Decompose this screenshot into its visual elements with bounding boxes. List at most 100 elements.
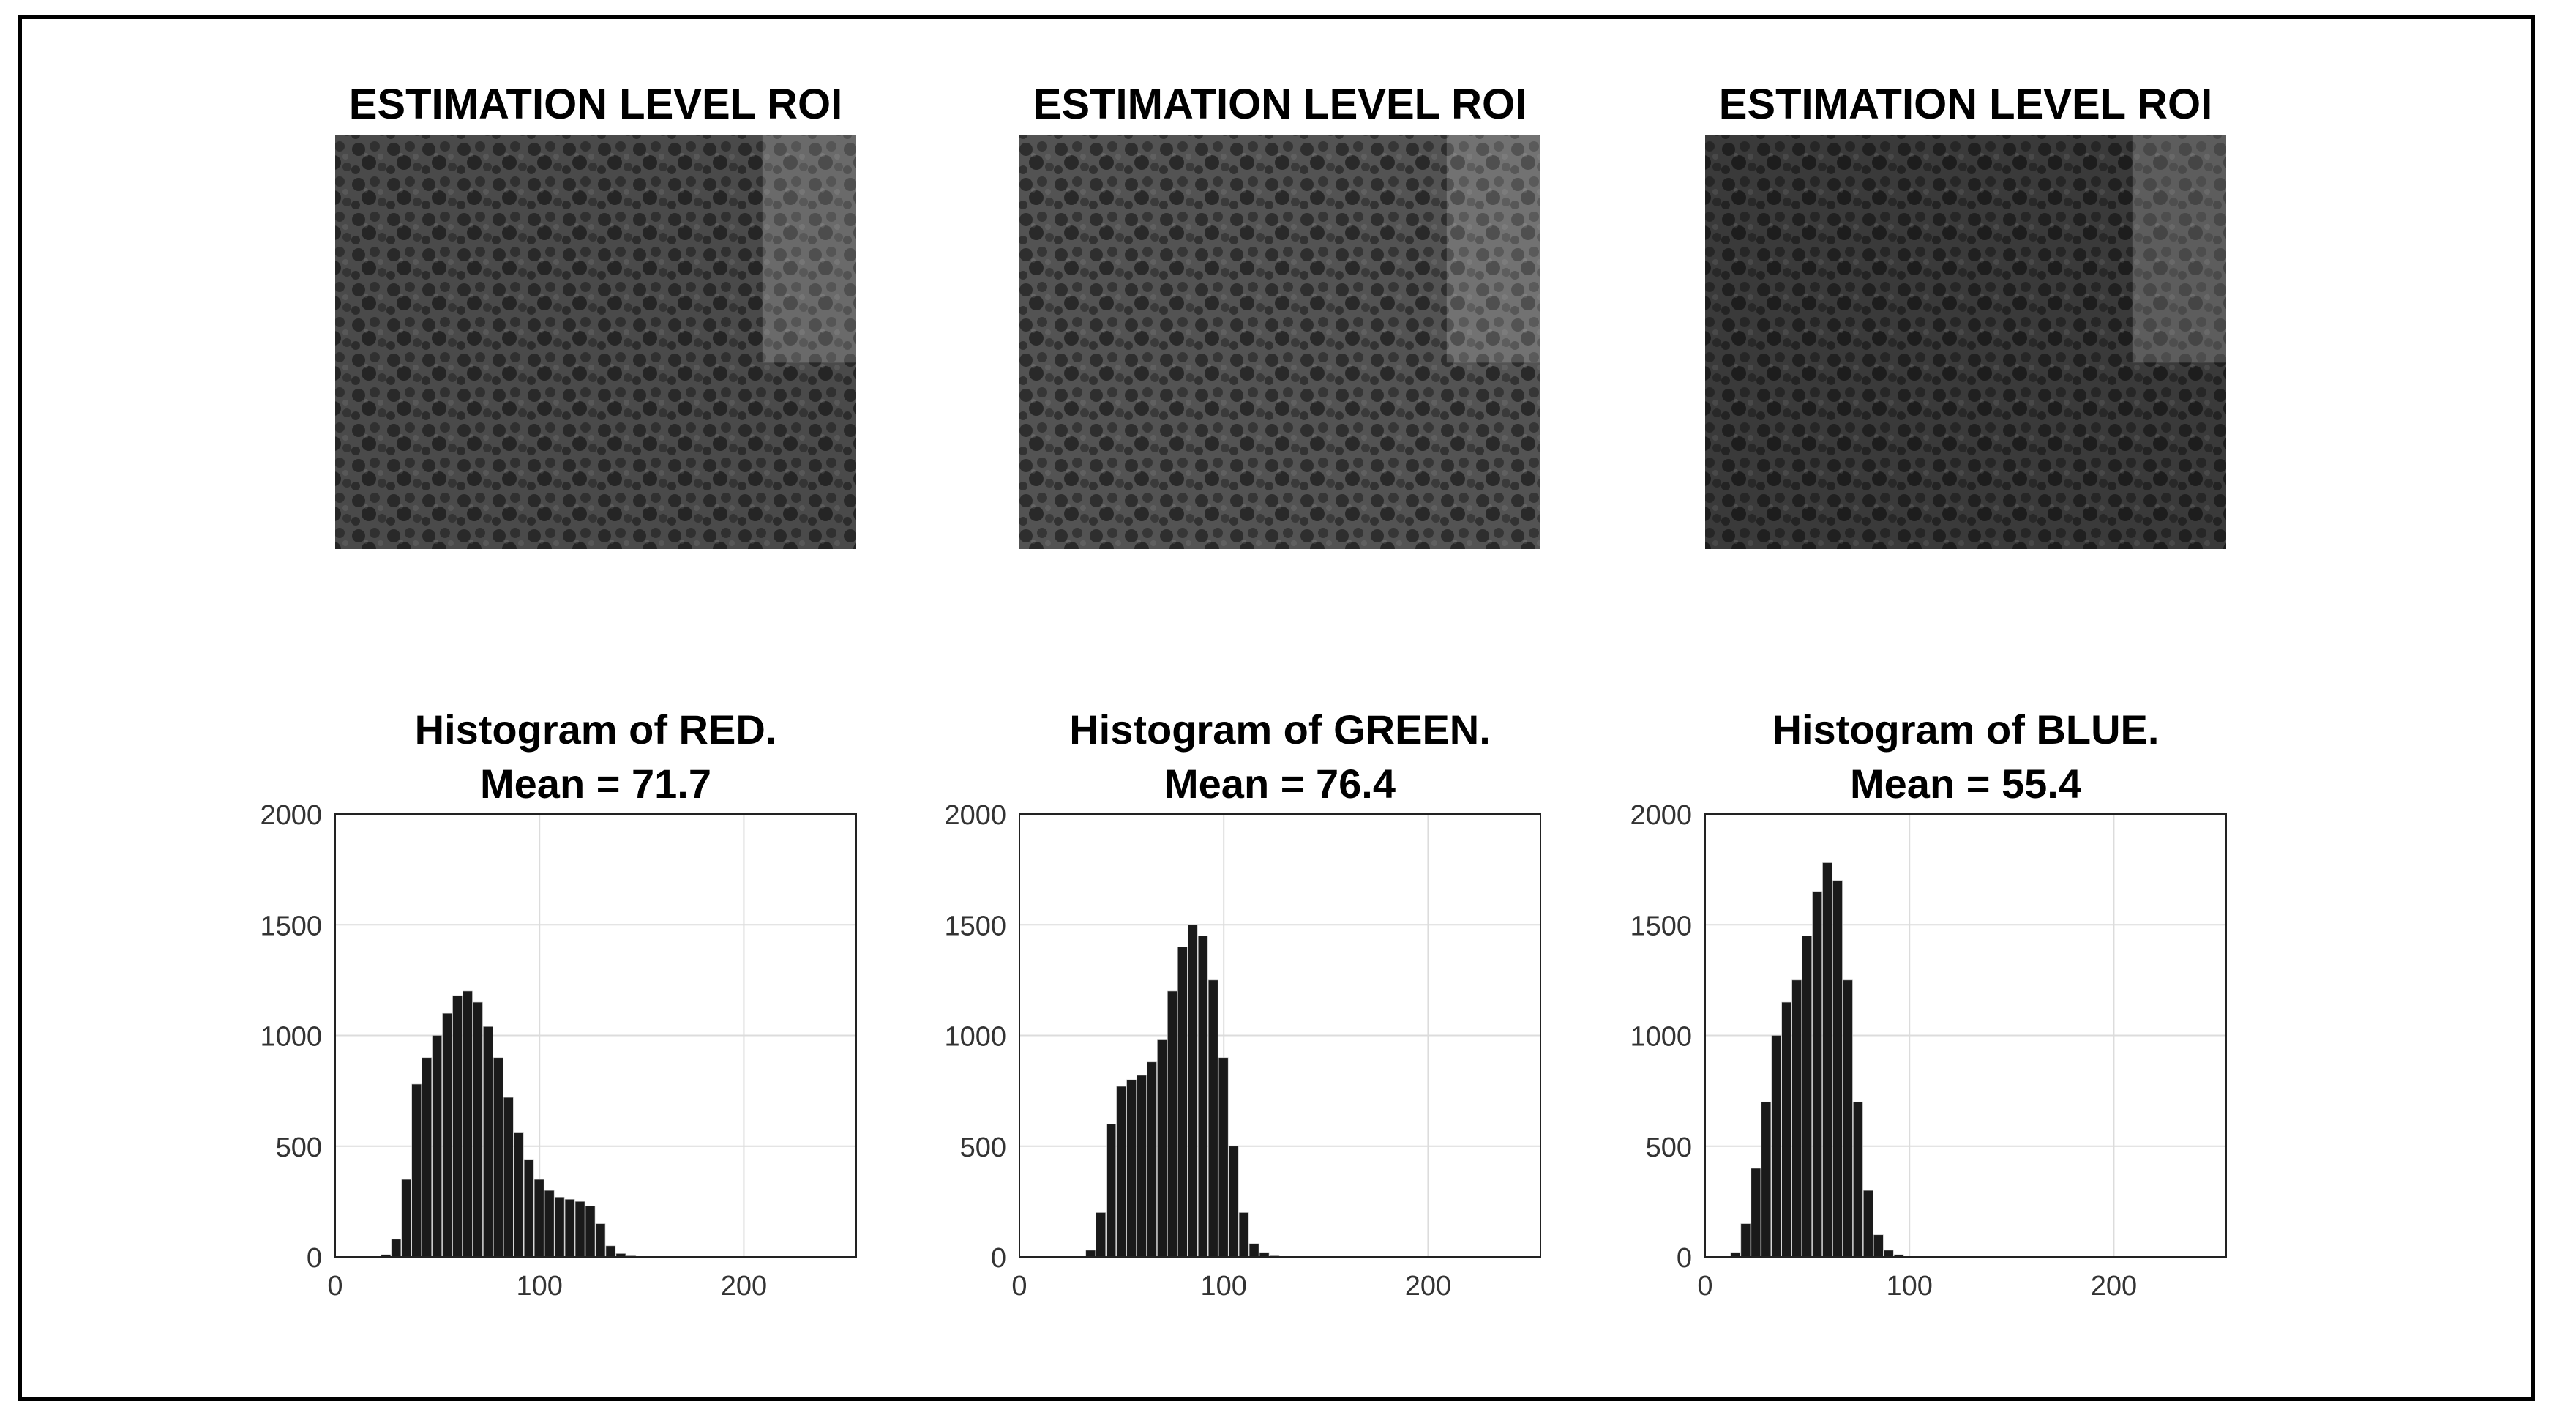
histogram-bar — [1822, 862, 1832, 1258]
y-tick-label: 500 — [276, 1132, 322, 1163]
histogram-title: Histogram of GREEN. — [1069, 706, 1491, 753]
histogram-bar — [391, 1239, 402, 1258]
x-tick-label: 200 — [721, 1271, 767, 1302]
y-tick-label: 1000 — [944, 1022, 1006, 1053]
x-tick-label: 100 — [517, 1271, 563, 1302]
histogram-bar — [523, 1159, 534, 1258]
histogram-bar — [1740, 1223, 1751, 1258]
y-tick-label: 0 — [1677, 1243, 1692, 1274]
histogram-bar — [1863, 1190, 1873, 1258]
histogram-bar — [432, 1035, 442, 1258]
roi-clearing — [2132, 135, 2226, 363]
histogram-bar — [1208, 979, 1218, 1258]
x-tick-label: 200 — [2091, 1271, 2137, 1302]
histogram-mean: Mean = 76.4 — [1164, 761, 1396, 807]
histogram-bar — [483, 1026, 493, 1258]
histogram-bar — [1167, 990, 1177, 1258]
histogram-bar — [1126, 1079, 1137, 1258]
histogram-bar — [503, 1097, 514, 1258]
x-tick-label: 0 — [327, 1271, 342, 1302]
histogram-bar — [554, 1197, 565, 1258]
histogram-bar — [1843, 979, 1853, 1258]
histogram-bar — [401, 1179, 412, 1258]
plot-border — [1019, 813, 1541, 1258]
roi-clearing — [1446, 135, 1540, 363]
histogram-bar — [1177, 947, 1188, 1258]
histogram-bar — [1188, 924, 1198, 1258]
histogram-panel: Histogram of RED.Mean = 71.7050010001500… — [260, 706, 857, 1302]
histogram-bar — [1751, 1168, 1761, 1258]
histogram-bar — [1802, 936, 1812, 1258]
histogram-bar — [605, 1245, 616, 1258]
histogram-bar — [1157, 1039, 1167, 1258]
histogram-bar — [452, 995, 463, 1258]
histogram-bar — [595, 1223, 606, 1258]
histogram-bar — [1106, 1124, 1116, 1258]
histogram-bar — [1228, 1146, 1239, 1258]
y-tick-label: 2000 — [944, 800, 1006, 831]
histogram-title: Histogram of BLUE. — [1772, 706, 2160, 753]
histogram-bar — [1085, 1250, 1096, 1258]
histogram-bar — [1096, 1212, 1106, 1258]
histogram-mean: Mean = 55.4 — [1850, 761, 2081, 807]
x-tick-label: 0 — [1697, 1271, 1712, 1302]
histogram-title: Histogram of RED. — [415, 706, 777, 753]
histogram-bar — [1218, 1057, 1229, 1258]
histogram-bar — [514, 1132, 524, 1258]
histogram-mean: Mean = 71.7 — [480, 761, 711, 807]
histogram-bar — [1832, 880, 1843, 1258]
roi-panel-red: ESTIMATION LEVEL ROI — [335, 81, 856, 549]
histogram-bar — [1873, 1234, 1884, 1258]
histogram-bar — [1137, 1075, 1147, 1258]
histogram-bar — [1791, 979, 1802, 1258]
histogram-bar — [1147, 1061, 1157, 1258]
y-tick-label: 2000 — [260, 800, 322, 831]
y-tick-label: 1500 — [944, 911, 1006, 941]
y-tick-label: 1000 — [260, 1022, 322, 1053]
x-tick-label: 200 — [1405, 1271, 1451, 1302]
histogram-bar — [463, 990, 473, 1258]
roi-title: ESTIMATION LEVEL ROI — [1719, 81, 2213, 128]
plot-border — [334, 813, 857, 1258]
roi-title: ESTIMATION LEVEL ROI — [1033, 81, 1527, 128]
histogram-bar — [1853, 1101, 1863, 1258]
histogram-bar — [1238, 1212, 1249, 1258]
y-tick-label: 0 — [307, 1243, 322, 1274]
histogram-bar — [473, 1001, 483, 1258]
y-tick-label: 1500 — [1630, 911, 1692, 941]
histogram-bar — [585, 1206, 596, 1258]
histogram-bar — [1198, 936, 1208, 1258]
roi-panel-green: ESTIMATION LEVEL ROI — [1019, 81, 1540, 549]
y-tick-label: 2000 — [1630, 800, 1692, 831]
histogram-bar — [544, 1190, 555, 1258]
histogram-bar — [1248, 1243, 1259, 1258]
histogram-bar — [1771, 1035, 1782, 1258]
histogram-bar — [533, 1179, 544, 1258]
roi-texture — [1019, 135, 1540, 549]
y-tick-label: 0 — [991, 1243, 1006, 1274]
roi-clearing — [762, 135, 856, 363]
histogram-bar — [1781, 1001, 1791, 1258]
roi-texture — [1705, 135, 2226, 549]
x-tick-label: 100 — [1887, 1271, 1933, 1302]
histogram-bar — [411, 1083, 422, 1258]
histogram-panel: Histogram of GREEN.Mean = 76.40500100015… — [944, 706, 1541, 1302]
y-tick-label: 500 — [960, 1132, 1006, 1163]
histogram-bar — [1812, 891, 1822, 1258]
histogram-bar — [574, 1201, 585, 1258]
y-tick-label: 500 — [1646, 1132, 1692, 1163]
roi-panel-blue: ESTIMATION LEVEL ROI — [1705, 81, 2226, 549]
x-tick-label: 100 — [1201, 1271, 1247, 1302]
histogram-bar — [1761, 1101, 1772, 1258]
roi-texture — [335, 135, 856, 549]
histogram-bar — [493, 1057, 503, 1258]
histogram-bar — [1884, 1250, 1894, 1258]
y-tick-label: 1000 — [1630, 1022, 1692, 1053]
histogram-bar — [1116, 1086, 1126, 1258]
plot-border — [1704, 813, 2227, 1258]
histogram-bar — [564, 1199, 575, 1258]
y-tick-label: 1500 — [260, 911, 322, 941]
histogram-bar — [422, 1057, 432, 1258]
x-tick-label: 0 — [1011, 1271, 1027, 1302]
